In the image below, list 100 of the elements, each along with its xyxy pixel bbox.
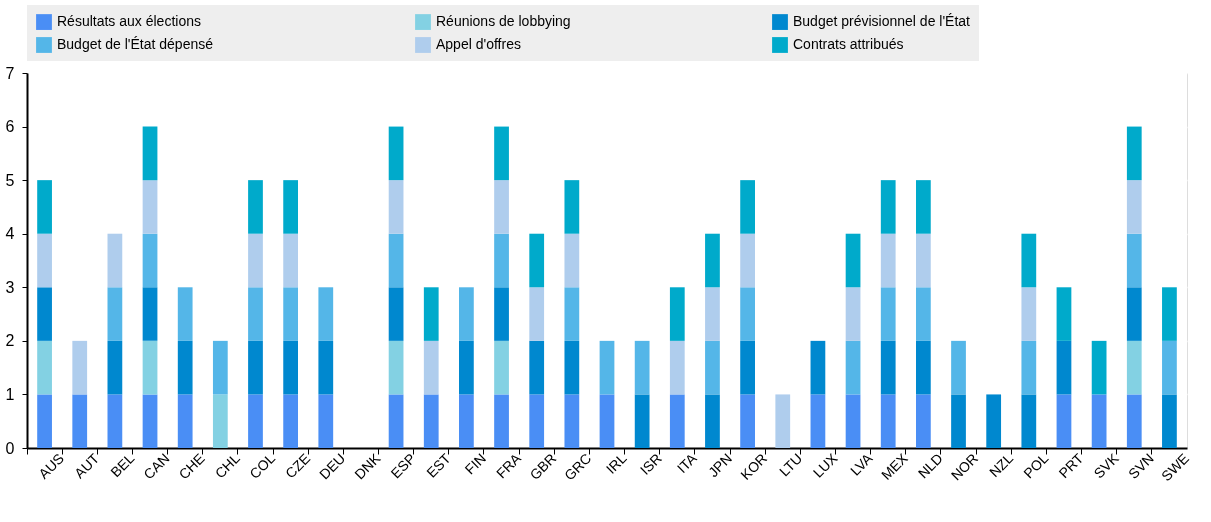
x-tick-label: LTU — [775, 450, 806, 480]
bar — [669, 340, 685, 395]
bar — [37, 340, 52, 395]
bar — [1126, 340, 1142, 395]
bar — [845, 287, 861, 341]
legend-label: Réunions de lobbying — [436, 13, 571, 30]
bar — [388, 340, 404, 395]
bar — [880, 340, 896, 395]
bar — [1021, 394, 1037, 448]
y-tick-label: 3 — [5, 278, 15, 296]
bar — [705, 233, 720, 288]
bar — [142, 233, 158, 288]
bar — [459, 287, 474, 341]
x-tick-label: ITA — [673, 449, 701, 477]
bar — [880, 233, 896, 288]
bar — [459, 340, 474, 395]
bar — [564, 180, 580, 234]
bar — [248, 394, 263, 448]
bar — [248, 340, 263, 395]
bar — [423, 394, 439, 448]
bar — [72, 340, 88, 395]
bar — [705, 287, 720, 341]
bar — [740, 394, 755, 448]
bar — [177, 394, 193, 448]
bar — [142, 340, 158, 395]
bar — [775, 394, 791, 448]
bar — [1021, 233, 1037, 288]
bar — [951, 340, 966, 395]
bar — [1126, 233, 1142, 288]
bar — [1091, 394, 1107, 448]
x-tick-label: COL — [246, 449, 279, 482]
y-tick-label: 5 — [5, 171, 15, 189]
bar — [986, 394, 1002, 448]
bar — [1126, 180, 1142, 234]
bar — [564, 394, 580, 448]
bar — [564, 340, 580, 395]
bar — [494, 394, 509, 448]
bar — [529, 287, 545, 341]
bar — [142, 126, 158, 181]
bar — [72, 394, 88, 448]
x-tick-label: CHL — [211, 449, 243, 482]
bar — [810, 394, 826, 448]
bar — [283, 394, 299, 448]
bar — [529, 233, 545, 288]
bar — [37, 180, 52, 234]
bar — [494, 287, 509, 341]
bar — [388, 126, 404, 181]
bar — [494, 233, 509, 288]
bar — [107, 233, 123, 288]
bar — [107, 287, 123, 341]
y-tick-label: 1 — [5, 385, 15, 403]
bar — [951, 394, 966, 448]
bar — [494, 340, 509, 395]
x-tick-label: POL — [1020, 449, 1052, 482]
bar — [37, 287, 52, 341]
bar — [915, 287, 931, 341]
bar — [634, 394, 650, 448]
bar — [634, 340, 650, 395]
bar — [177, 287, 193, 341]
bar — [388, 233, 404, 288]
bar — [845, 233, 861, 288]
bar — [915, 233, 931, 288]
bar — [740, 340, 755, 395]
bar — [740, 180, 755, 234]
bar — [705, 394, 720, 448]
bar — [1162, 340, 1177, 395]
bar — [283, 340, 299, 395]
bar — [494, 180, 509, 234]
bar — [318, 287, 334, 341]
bar — [1056, 287, 1072, 341]
x-tick-label: FRA — [492, 449, 525, 482]
bar — [1162, 287, 1177, 341]
bar — [845, 394, 861, 448]
legend-label: Budget de l'État dépensé — [57, 36, 214, 52]
y-tick-label: 4 — [5, 225, 15, 243]
y-tick-label: 6 — [5, 118, 15, 136]
bar — [915, 394, 931, 448]
bar — [423, 287, 439, 341]
legend-label: Contrats attribués — [793, 36, 904, 52]
bar — [740, 233, 755, 288]
bar — [880, 287, 896, 341]
bar — [459, 394, 474, 448]
bar — [318, 394, 334, 448]
bar — [318, 340, 334, 395]
y-tick-label: 7 — [5, 64, 15, 82]
bar — [212, 340, 228, 395]
bar — [283, 287, 299, 341]
bar — [740, 287, 755, 341]
bar — [1126, 287, 1142, 341]
bar — [283, 233, 299, 288]
bar — [37, 394, 52, 448]
y-tick-label: 0 — [5, 439, 15, 457]
bar — [248, 180, 263, 234]
bar — [388, 287, 404, 341]
bar — [1091, 340, 1107, 395]
x-tick-label: IRL — [602, 449, 630, 477]
bar — [212, 394, 228, 448]
bar — [705, 340, 720, 395]
bar — [669, 394, 685, 448]
bar — [107, 394, 123, 448]
